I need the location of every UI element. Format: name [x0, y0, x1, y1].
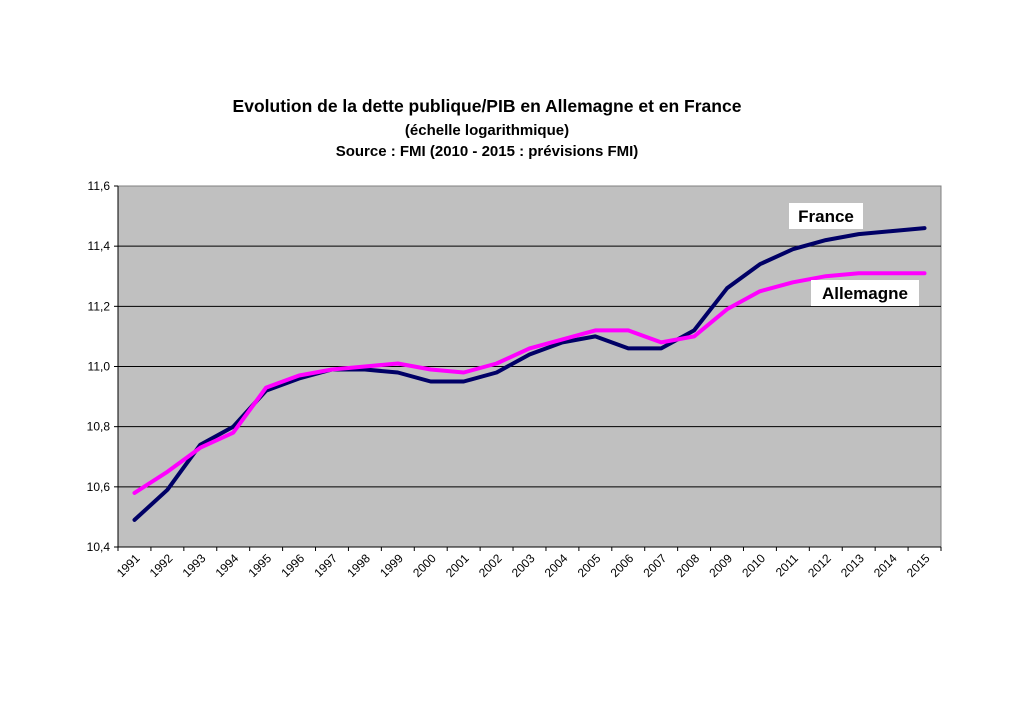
chart-header: Evolution de la dette publique/PIB en Al… — [0, 96, 974, 160]
x-tick-label: 2003 — [509, 551, 538, 580]
chart-title: Evolution de la dette publique/PIB en Al… — [232, 96, 742, 116]
x-tick-label: 1993 — [180, 551, 209, 580]
chart-source: Source : FMI (2010 - 2015 : prévisions F… — [335, 143, 639, 160]
x-tick-label: 2012 — [805, 551, 834, 580]
series-label-box-france — [789, 203, 863, 229]
x-tick-label: 2000 — [410, 551, 439, 580]
x-tick-label: 2011 — [773, 551, 801, 579]
gridlines — [118, 245, 941, 488]
x-tick-label: 2013 — [838, 551, 867, 580]
x-tick-label: 2015 — [904, 551, 933, 580]
x-tick-label: 2001 — [443, 551, 472, 580]
y-axis-ticks: 10,4 10,6 10,8 11,0 11,2 11,4 11,6 — [87, 179, 118, 554]
series-label-box-allemagne — [811, 280, 919, 306]
x-tick-label: 2008 — [673, 551, 702, 580]
x-tick-label: 2009 — [706, 551, 735, 580]
x-tick-label: 1997 — [311, 551, 340, 580]
x-tick-label: 2007 — [641, 551, 670, 580]
x-tick-label: 1996 — [278, 551, 307, 580]
x-tick-label: 2010 — [739, 551, 768, 580]
series-label-france: France — [798, 207, 854, 226]
y-tick-label: 11,6 — [88, 179, 111, 193]
y-tick-label: 10,4 — [87, 540, 111, 554]
x-tick-label: 2004 — [542, 551, 571, 580]
x-tick-label: 2002 — [476, 551, 505, 580]
y-tick-label: 10,8 — [87, 420, 111, 434]
x-axis-ticks: 1991 1992 1993 1994 1995 1996 1997 1998 1999 2000… — [114, 547, 942, 580]
x-tick-label: 2014 — [871, 551, 900, 580]
series-lines — [132, 226, 927, 522]
x-tick-label: 2005 — [575, 551, 604, 580]
series-labels: France Allemagne — [789, 203, 919, 306]
x-tick-label: 1999 — [377, 551, 406, 580]
x-tick-label: 1992 — [147, 551, 176, 580]
x-tick-label: 1994 — [213, 551, 242, 580]
y-tick-label: 10,6 — [87, 480, 111, 494]
chart-subtitle: (échelle logarithmique) — [404, 122, 570, 139]
y-tick-label: 11,4 — [88, 239, 111, 253]
x-tick-label: 1998 — [344, 551, 373, 580]
y-tick-label: 11,2 — [88, 299, 111, 313]
series-label-allemagne: Allemagne — [822, 284, 908, 303]
series-line-allemagne — [132, 271, 927, 495]
y-tick-label: 11,0 — [88, 360, 111, 374]
x-tick-label: 2006 — [608, 551, 637, 580]
x-tick-label: 1991 — [114, 551, 143, 580]
x-tick-label: 1995 — [245, 551, 274, 580]
